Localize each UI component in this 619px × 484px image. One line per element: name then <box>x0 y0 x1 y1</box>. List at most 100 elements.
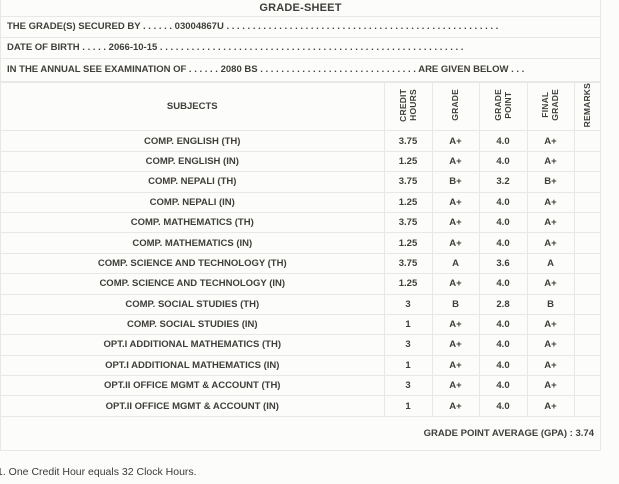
cell-credit-hours: 3.75 <box>383 252 433 275</box>
grade-label: GRADE <box>450 89 461 122</box>
cell-grade-point: 4.0 <box>478 354 528 377</box>
cell-remarks <box>573 252 600 275</box>
cell-grade: A+ <box>431 130 480 152</box>
table-row: COMP. ENGLISH (TH) 3.75 A+ 4.0 A+ <box>1 130 600 152</box>
cell-credit-hours: 3 <box>383 334 433 356</box>
cell-final-grade: A+ <box>526 211 575 234</box>
cell-grade: B+ <box>431 171 480 193</box>
gpa-summary-row: GRADE POINT AVERAGE (GPA) : 3.74 <box>1 417 600 451</box>
cell-grade: A+ <box>431 191 480 213</box>
cell-grade-point: 4.0 <box>478 211 528 234</box>
cell-remarks <box>573 211 600 234</box>
cell-final-grade: A <box>526 252 575 275</box>
cell-grade-point: 3.2 <box>478 171 528 193</box>
cell-grade-point: 4.0 <box>478 150 528 173</box>
page-title: GRADE-SHEET <box>259 2 342 14</box>
table-row: OPT.I ADDITIONAL MATHEMATICS (IN) 1 A+ 4.0 A… <box>1 354 600 377</box>
cell-final-grade: A+ <box>526 334 575 356</box>
cell-grade: A+ <box>431 395 480 417</box>
cell-credit-hours: 1.25 <box>383 191 433 213</box>
cell-grade-point: 4.0 <box>478 130 528 152</box>
column-header-grade-point: GRADE POINT <box>478 81 528 132</box>
table-row: OPT.II OFFICE MGMT & ACCOUNT (TH) 3 A+ 4.0 A… <box>1 375 600 397</box>
remarks-label: REMARKS <box>582 83 593 128</box>
cell-grade: A+ <box>431 354 480 377</box>
credit-hours-label: CREDIT HOURS <box>397 88 418 122</box>
cell-final-grade: A+ <box>526 191 575 213</box>
column-header-final-grade: FINAL GRADE <box>526 81 575 132</box>
cell-credit-hours: 1.25 <box>383 150 433 173</box>
table-row: COMP. NEPALI (TH) 3.75 B+ 3.2 B+ <box>1 171 600 193</box>
cell-subject: COMP. NEPALI (IN) <box>1 191 385 213</box>
final-grade-label: FINAL GRADE <box>540 89 561 122</box>
cell-grade: A+ <box>431 334 480 356</box>
cell-credit-hours: 3.75 <box>383 130 433 152</box>
column-header-credit-hours: CREDIT HOURS <box>383 81 433 132</box>
cell-final-grade: A+ <box>526 375 575 397</box>
cell-subject: COMP. ENGLISH (TH) <box>1 130 385 152</box>
cell-grade-point: 3.6 <box>478 252 528 275</box>
cell-grade: A <box>431 252 480 275</box>
column-header-remarks: REMARKS <box>573 81 600 132</box>
cell-subject: OPT.I ADDITIONAL MATHEMATICS (TH) <box>1 334 385 356</box>
table-row: COMP. MATHEMATICS (IN) 1.25 A+ 4.0 A+ <box>1 232 600 254</box>
cell-remarks <box>573 232 600 254</box>
cell-remarks <box>573 130 600 152</box>
cell-remarks <box>573 395 600 417</box>
cell-remarks <box>573 334 600 356</box>
cell-grade-point: 4.0 <box>478 375 528 397</box>
table-row: COMP. SCIENCE AND TECHNOLOGY (TH) 3.75 A 3.… <box>1 252 600 275</box>
table-row: COMP. SCIENCE AND TECHNOLOGY (IN) 1.25 A+ 4… <box>1 273 600 295</box>
cell-subject: COMP. SOCIAL STUDIES (IN) <box>1 313 385 336</box>
cell-remarks <box>573 313 600 336</box>
examination-line: IN THE ANNUAL SEE EXAMINATION OF . . . .… <box>1 59 600 82</box>
cell-credit-hours: 3.75 <box>383 171 433 193</box>
cell-subject: COMP. SCIENCE AND TECHNOLOGY (TH) <box>1 252 385 275</box>
cell-subject: COMP. SOCIAL STUDIES (TH) <box>1 293 385 315</box>
cell-final-grade: A+ <box>526 395 575 417</box>
cell-remarks <box>573 354 600 377</box>
gpa-label: GRADE POINT AVERAGE (GPA) : <box>423 427 573 439</box>
cell-grade-point: 4.0 <box>478 395 528 417</box>
column-header-grade: GRADE <box>431 81 480 132</box>
cell-grade: A+ <box>431 232 480 254</box>
cell-credit-hours: 1.25 <box>383 232 433 254</box>
cell-subject: OPT.II OFFICE MGMT & ACCOUNT (TH) <box>1 375 385 397</box>
cell-final-grade: A+ <box>526 354 575 377</box>
cell-grade: A+ <box>431 150 480 173</box>
cell-subject: OPT.II OFFICE MGMT & ACCOUNT (IN) <box>1 395 385 417</box>
cell-subject: COMP. SCIENCE AND TECHNOLOGY (IN) <box>1 273 385 295</box>
cell-credit-hours: 3 <box>383 293 433 315</box>
cell-grade-point: 4.0 <box>478 313 528 336</box>
cell-subject: COMP. NEPALI (TH) <box>1 171 385 193</box>
cell-grade-point: 4.0 <box>478 334 528 356</box>
cell-final-grade: B+ <box>526 171 575 193</box>
cell-remarks <box>573 150 600 173</box>
grade-point-label: GRADE POINT <box>492 89 513 122</box>
cell-remarks <box>573 191 600 213</box>
cell-credit-hours: 1 <box>383 354 433 377</box>
table-row: COMP. SOCIAL STUDIES (TH) 3 B 2.8 B <box>1 293 600 315</box>
cell-final-grade: A+ <box>526 130 575 152</box>
cell-final-grade: A+ <box>526 150 575 173</box>
cell-subject: COMP. MATHEMATICS (TH) <box>1 211 385 234</box>
gpa-value: 3.74 <box>575 427 595 439</box>
cell-subject: COMP. MATHEMATICS (IN) <box>1 232 385 254</box>
table-row: OPT.I ADDITIONAL MATHEMATICS (TH) 3 A+ 4.0 A… <box>1 334 600 356</box>
cell-credit-hours: 1.25 <box>383 273 433 295</box>
cell-credit-hours: 3.75 <box>383 211 433 234</box>
cell-grade: B <box>431 293 480 315</box>
cell-final-grade: A+ <box>526 232 575 254</box>
cell-grade: A+ <box>431 313 480 336</box>
grades-table: SUBJECTS CREDIT HOURS GRADE GRADE POINT … <box>1 81 600 417</box>
cell-grade-point: 2.8 <box>478 293 528 315</box>
cell-remarks <box>573 375 600 397</box>
cell-final-grade: A+ <box>526 313 575 336</box>
secured-by-line: THE GRADE(S) SECURED BY . . . . . . 0300… <box>1 17 600 38</box>
cell-remarks <box>573 171 600 193</box>
table-row: COMP. ENGLISH (IN) 1.25 A+ 4.0 A+ <box>1 150 600 173</box>
cell-remarks <box>573 293 600 315</box>
cell-grade: A+ <box>431 375 480 397</box>
cell-credit-hours: 1 <box>383 395 433 417</box>
